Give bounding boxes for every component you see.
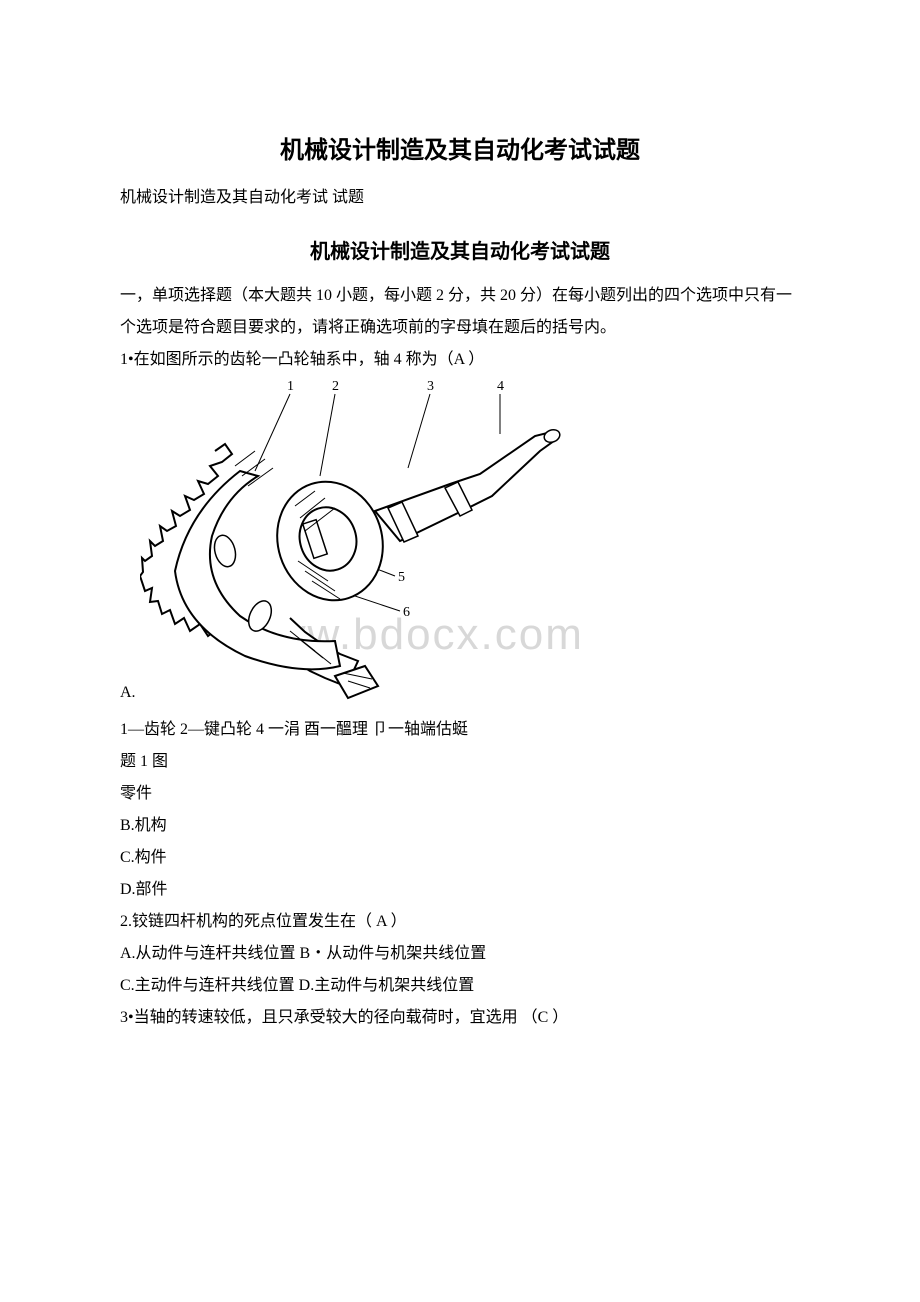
q2-options-ab: A.从动件与连杆共线位置 B・从动件与机架共线位置 bbox=[120, 938, 800, 970]
document-content: 机械设计制造及其自动化考试试题 机械设计制造及其自动化考试 试题 机械设计制造及… bbox=[0, 0, 920, 1094]
gear-shaft-svg: 1 2 3 4 5 6 bbox=[140, 376, 570, 714]
shaft-icon bbox=[375, 428, 562, 542]
main-title: 机械设计制造及其自动化考试试题 bbox=[120, 130, 800, 165]
figure-title: 题 1 图 bbox=[120, 746, 800, 778]
leader-num-6: 6 bbox=[403, 605, 410, 620]
gear-shaft-diagram: 1 2 3 4 5 6 bbox=[140, 376, 570, 714]
subtitle: 机械设计制造及其自动化考试 试题 bbox=[120, 183, 800, 207]
question-2-text: 2.铰链四杆机构的死点位置发生在（ A ） bbox=[120, 906, 800, 938]
section-intro: 一，单项选择题（本大题共 10 小题，每小题 2 分，共 20 分）在每小题列出… bbox=[120, 280, 800, 344]
question-3-text: 3•当轴的转速较低，且只承受较大的径向载荷时，宜选用 （C ） bbox=[120, 1002, 800, 1034]
leader-num-5: 5 bbox=[398, 570, 405, 585]
q1-option-d: D.部件 bbox=[120, 874, 800, 906]
leader-num-2: 2 bbox=[332, 379, 339, 394]
leader-num-4: 4 bbox=[497, 379, 504, 394]
question-1-text: 1•在如图所示的齿轮一凸轮轴系中，轴 4 称为（A ） bbox=[120, 344, 800, 376]
cam-hub-icon bbox=[262, 468, 398, 614]
leader-num-1: 1 bbox=[287, 379, 294, 394]
q2-options-cd: C.主动件与连杆共线位置 D.主动件与机架共线位置 bbox=[120, 970, 800, 1002]
q1-option-c: C.构件 bbox=[120, 842, 800, 874]
figure-row: A. 1 2 3 4 5 6 bbox=[120, 376, 800, 714]
q1-option-b: B.机构 bbox=[120, 810, 800, 842]
leader-num-3: 3 bbox=[427, 379, 434, 394]
second-title: 机械设计制造及其自动化考试试题 bbox=[120, 235, 800, 264]
figure-option-label: A. bbox=[120, 684, 136, 714]
figure-caption: 1—齿轮 2—键凸轮 4 一涓 酉一醞理 卩一轴端估蜓 bbox=[120, 714, 800, 746]
q1-option-a: 零件 bbox=[120, 778, 800, 810]
